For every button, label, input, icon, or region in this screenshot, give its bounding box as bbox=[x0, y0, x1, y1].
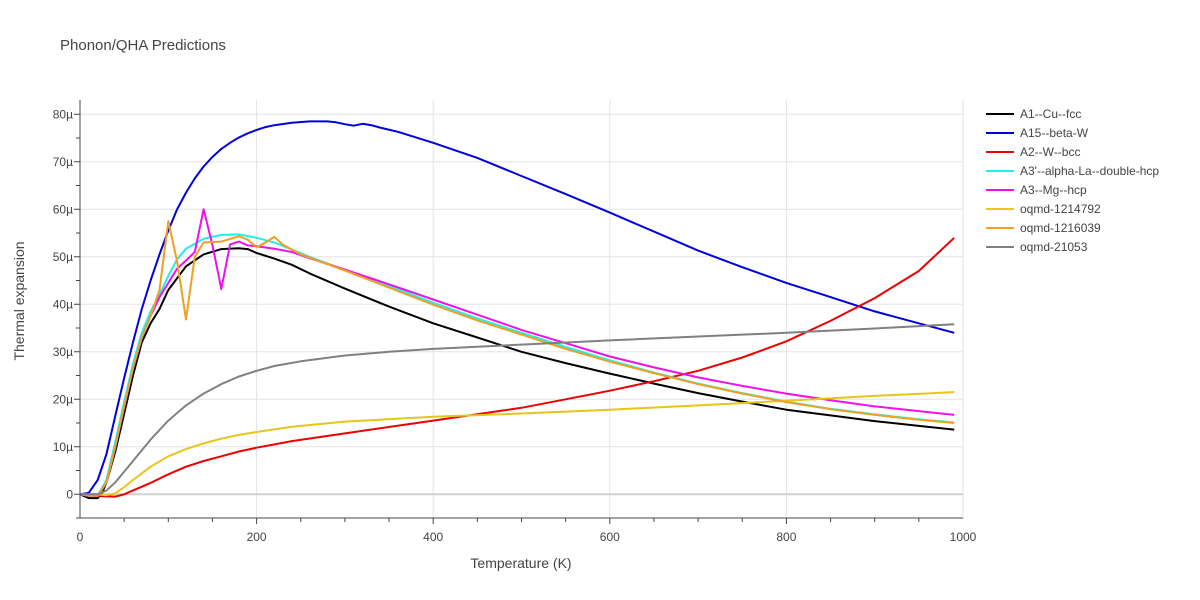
series-line-2 bbox=[79, 120, 955, 496]
y-tick-label: 30µ bbox=[53, 345, 73, 359]
y-tick-label: 60µ bbox=[53, 202, 73, 216]
legend[interactable]: A1--Cu--fcc A15--beta-W A2--W--bcc A3'--alp… bbox=[986, 107, 1159, 254]
series-line-8 bbox=[80, 323, 955, 496]
y-tick-label: 40µ bbox=[53, 297, 73, 311]
legend-item[interactable]: A3--Mg--hcp bbox=[986, 183, 1087, 197]
x-tick-label: 800 bbox=[776, 530, 796, 544]
series-line-1 bbox=[79, 247, 955, 500]
y-tick-label: 70µ bbox=[53, 155, 73, 169]
legend-item[interactable]: oqmd-1216039 bbox=[986, 221, 1101, 235]
chart-title: Phonon/QHA Predictions bbox=[60, 37, 226, 54]
series-line-7 bbox=[79, 220, 955, 497]
x-tick-label: 400 bbox=[423, 530, 443, 544]
legend-label: A15--beta-W bbox=[1020, 126, 1089, 140]
legend-label: A2--W--bcc bbox=[1020, 145, 1080, 159]
y-tick-label: 10µ bbox=[53, 440, 73, 454]
series-layer bbox=[79, 120, 955, 500]
x-axis-title: Temperature (K) bbox=[470, 555, 571, 571]
legend-label: A3'--alpha-La--double-hcp bbox=[1020, 164, 1159, 178]
legend-item[interactable]: A15--beta-W bbox=[986, 126, 1089, 140]
x-tick-label: 600 bbox=[600, 530, 620, 544]
axes: 0 200 400 600 800 1000 0 10µ 20µ 30µ 40µ 50µ 60µ 70µ 8… bbox=[53, 100, 977, 544]
y-axis-title: Thermal expansion bbox=[11, 241, 27, 360]
y-tick-label: 80µ bbox=[53, 107, 73, 121]
legend-item[interactable]: A3'--alpha-La--double-hcp bbox=[986, 164, 1159, 178]
y-tick-label: 20µ bbox=[53, 392, 73, 406]
legend-item[interactable]: oqmd-21053 bbox=[986, 240, 1088, 254]
series-line-6 bbox=[80, 391, 955, 497]
y-tick-label: 0 bbox=[66, 487, 73, 501]
legend-label: A3--Mg--hcp bbox=[1020, 183, 1087, 197]
legend-label: oqmd-21053 bbox=[1020, 240, 1088, 254]
series-line-4 bbox=[79, 233, 955, 497]
legend-label: oqmd-1216039 bbox=[1020, 221, 1101, 235]
legend-label: oqmd-1214792 bbox=[1020, 202, 1101, 216]
legend-item[interactable]: A1--Cu--fcc bbox=[986, 107, 1081, 121]
legend-item[interactable]: oqmd-1214792 bbox=[986, 202, 1101, 216]
grid bbox=[80, 100, 964, 518]
x-tick-label: 0 bbox=[77, 530, 84, 544]
series-line-3 bbox=[79, 237, 955, 498]
x-tick-label: 200 bbox=[247, 530, 267, 544]
legend-item[interactable]: A2--W--bcc bbox=[986, 145, 1080, 159]
x-tick-label: 1000 bbox=[950, 530, 977, 544]
y-tick-label: 50µ bbox=[53, 250, 73, 264]
legend-label: A1--Cu--fcc bbox=[1020, 107, 1081, 121]
